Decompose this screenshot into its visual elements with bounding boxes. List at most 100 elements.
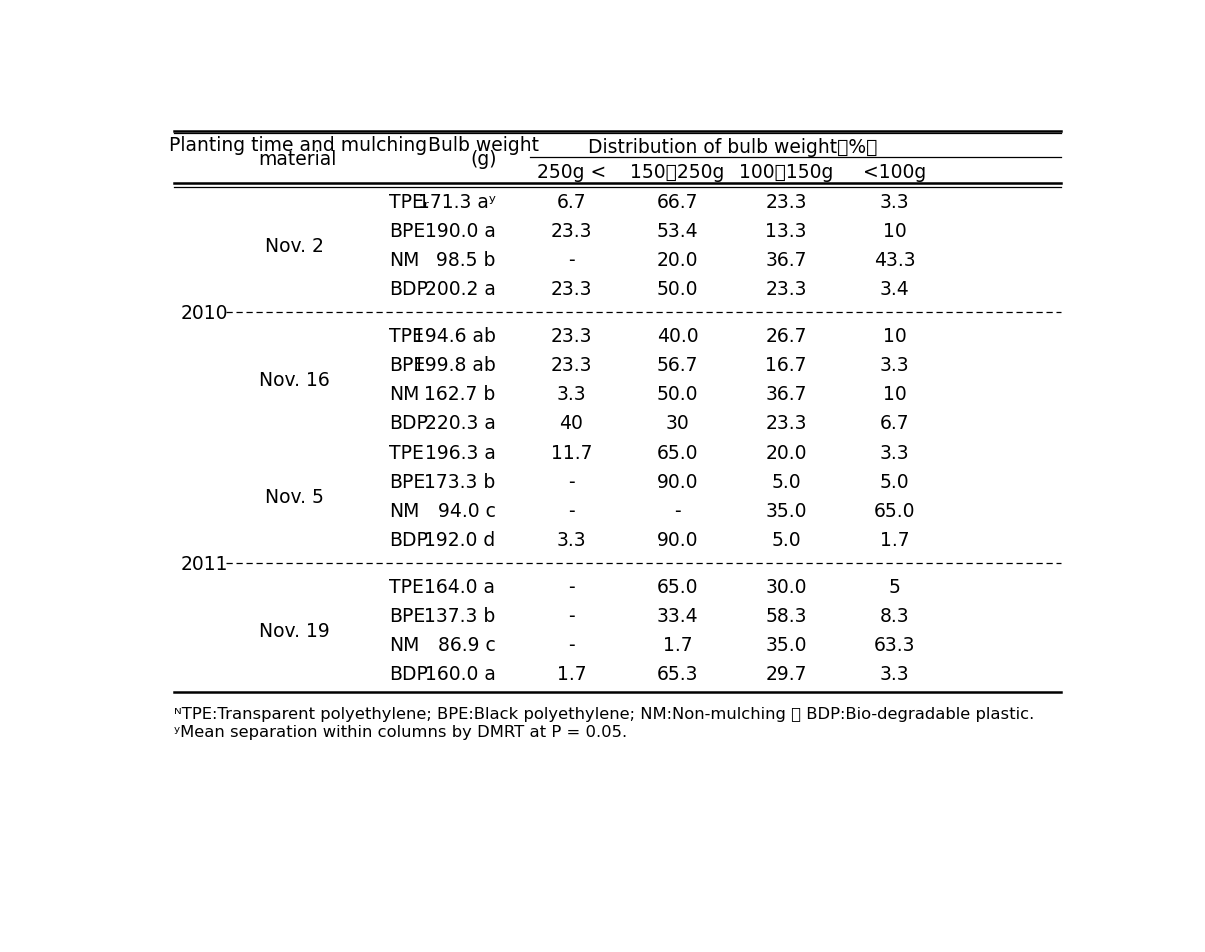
Text: 23.3: 23.3 bbox=[551, 355, 592, 374]
Text: 3.3: 3.3 bbox=[880, 664, 910, 684]
Text: 30: 30 bbox=[665, 414, 689, 433]
Text: 20.0: 20.0 bbox=[765, 444, 807, 462]
Text: 20.0: 20.0 bbox=[657, 251, 699, 269]
Text: ʸMean separation within columns by DMRT at P = 0.05.: ʸMean separation within columns by DMRT … bbox=[174, 724, 627, 740]
Text: 23.3: 23.3 bbox=[551, 327, 592, 346]
Text: TPE: TPE bbox=[389, 444, 424, 462]
Text: 29.7: 29.7 bbox=[765, 664, 807, 684]
Text: 162.7 b: 162.7 b bbox=[424, 385, 495, 404]
Text: 173.3 b: 173.3 b bbox=[424, 472, 495, 491]
Text: 200.2 a: 200.2 a bbox=[424, 280, 495, 299]
Text: 98.5 b: 98.5 b bbox=[436, 251, 495, 269]
Text: 36.7: 36.7 bbox=[765, 385, 807, 404]
Text: 65.0: 65.0 bbox=[657, 577, 699, 596]
Text: 8.3: 8.3 bbox=[880, 606, 910, 625]
Text: TPE: TPE bbox=[389, 577, 424, 596]
Text: 150～250g: 150～250g bbox=[630, 163, 725, 182]
Text: 40.0: 40.0 bbox=[657, 327, 699, 346]
Text: 3.3: 3.3 bbox=[557, 385, 587, 404]
Text: TPE: TPE bbox=[389, 327, 424, 346]
Text: 50.0: 50.0 bbox=[657, 280, 699, 299]
Text: 5.0: 5.0 bbox=[880, 472, 910, 491]
Text: 94.0 c: 94.0 c bbox=[437, 502, 495, 521]
Text: 23.3: 23.3 bbox=[765, 192, 807, 211]
Text: -: - bbox=[568, 636, 575, 654]
Text: 196.3 a: 196.3 a bbox=[424, 444, 495, 462]
Text: 11.7: 11.7 bbox=[551, 444, 592, 462]
Text: 50.0: 50.0 bbox=[657, 385, 699, 404]
Text: 23.3: 23.3 bbox=[551, 222, 592, 241]
Text: TPEᵣ: TPEᵣ bbox=[389, 192, 429, 211]
Text: 5.0: 5.0 bbox=[771, 472, 801, 491]
Text: BPE: BPE bbox=[389, 355, 425, 374]
Text: NM: NM bbox=[389, 385, 419, 404]
Text: 192.0 d: 192.0 d bbox=[424, 531, 495, 550]
Text: 65.0: 65.0 bbox=[874, 502, 916, 521]
Text: NM: NM bbox=[389, 636, 419, 654]
Text: 5.0: 5.0 bbox=[771, 531, 801, 550]
Text: 35.0: 35.0 bbox=[765, 636, 807, 654]
Text: 190.0 a: 190.0 a bbox=[424, 222, 495, 241]
Text: Nov. 2: Nov. 2 bbox=[265, 236, 323, 255]
Text: 23.3: 23.3 bbox=[765, 414, 807, 433]
Text: (g): (g) bbox=[471, 150, 498, 169]
Text: 53.4: 53.4 bbox=[657, 222, 699, 241]
Text: Bulb weight: Bulb weight bbox=[428, 136, 540, 155]
Text: 137.3 b: 137.3 b bbox=[424, 606, 495, 625]
Text: 56.7: 56.7 bbox=[657, 355, 699, 374]
Text: BDP: BDP bbox=[389, 531, 428, 550]
Text: NM: NM bbox=[389, 502, 419, 521]
Text: Planting time and mulching: Planting time and mulching bbox=[169, 136, 427, 155]
Text: 23.3: 23.3 bbox=[765, 280, 807, 299]
Text: -: - bbox=[568, 472, 575, 491]
Text: 3.3: 3.3 bbox=[557, 531, 587, 550]
Text: 164.0 a: 164.0 a bbox=[424, 577, 495, 596]
Text: material: material bbox=[259, 150, 337, 169]
Text: Nov. 16: Nov. 16 bbox=[259, 370, 329, 389]
Text: -: - bbox=[568, 606, 575, 625]
Text: -: - bbox=[675, 502, 681, 521]
Text: 90.0: 90.0 bbox=[657, 472, 699, 491]
Text: 3.3: 3.3 bbox=[880, 444, 910, 462]
Text: BDP: BDP bbox=[389, 414, 428, 433]
Text: BPE: BPE bbox=[389, 222, 425, 241]
Text: 3.3: 3.3 bbox=[880, 355, 910, 374]
Text: 100～150g: 100～150g bbox=[739, 163, 834, 182]
Text: 194.6 ab: 194.6 ab bbox=[412, 327, 495, 346]
Text: 1.7: 1.7 bbox=[663, 636, 693, 654]
Text: 3.4: 3.4 bbox=[880, 280, 910, 299]
Text: 199.8 ab: 199.8 ab bbox=[413, 355, 495, 374]
Text: 63.3: 63.3 bbox=[874, 636, 916, 654]
Text: 36.7: 36.7 bbox=[765, 251, 807, 269]
Text: 171.3 aʸ: 171.3 aʸ bbox=[418, 192, 495, 211]
Text: 220.3 a: 220.3 a bbox=[424, 414, 495, 433]
Text: BPE: BPE bbox=[389, 472, 425, 491]
Text: 35.0: 35.0 bbox=[765, 502, 807, 521]
Text: NM: NM bbox=[389, 251, 419, 269]
Text: 23.3: 23.3 bbox=[551, 280, 592, 299]
Text: 3.3: 3.3 bbox=[880, 192, 910, 211]
Text: Nov. 19: Nov. 19 bbox=[259, 621, 329, 640]
Text: 6.7: 6.7 bbox=[880, 414, 910, 433]
Text: 5: 5 bbox=[888, 577, 900, 596]
Text: ᴺTPE:Transparent polyethylene; BPE:Black polyethylene; NM:Non-mulching ： BDP:Bio: ᴺTPE:Transparent polyethylene; BPE:Black… bbox=[174, 706, 1034, 721]
Text: 10: 10 bbox=[883, 385, 906, 404]
Text: BDP: BDP bbox=[389, 664, 428, 684]
Text: -: - bbox=[568, 251, 575, 269]
Text: 66.7: 66.7 bbox=[657, 192, 699, 211]
Text: 40: 40 bbox=[559, 414, 583, 433]
Text: 10: 10 bbox=[883, 222, 906, 241]
Text: Nov. 5: Nov. 5 bbox=[265, 487, 323, 506]
Text: 2011: 2011 bbox=[181, 554, 229, 573]
Text: 2010: 2010 bbox=[181, 303, 229, 322]
Text: -: - bbox=[568, 577, 575, 596]
Text: 26.7: 26.7 bbox=[765, 327, 807, 346]
Text: 1.7: 1.7 bbox=[557, 664, 587, 684]
Text: 250g <: 250g < bbox=[536, 163, 606, 182]
Text: 43.3: 43.3 bbox=[874, 251, 916, 269]
Text: 65.3: 65.3 bbox=[657, 664, 699, 684]
Text: 33.4: 33.4 bbox=[657, 606, 699, 625]
Text: 86.9 c: 86.9 c bbox=[437, 636, 495, 654]
Text: <100g: <100g bbox=[863, 163, 927, 182]
Text: 10: 10 bbox=[883, 327, 906, 346]
